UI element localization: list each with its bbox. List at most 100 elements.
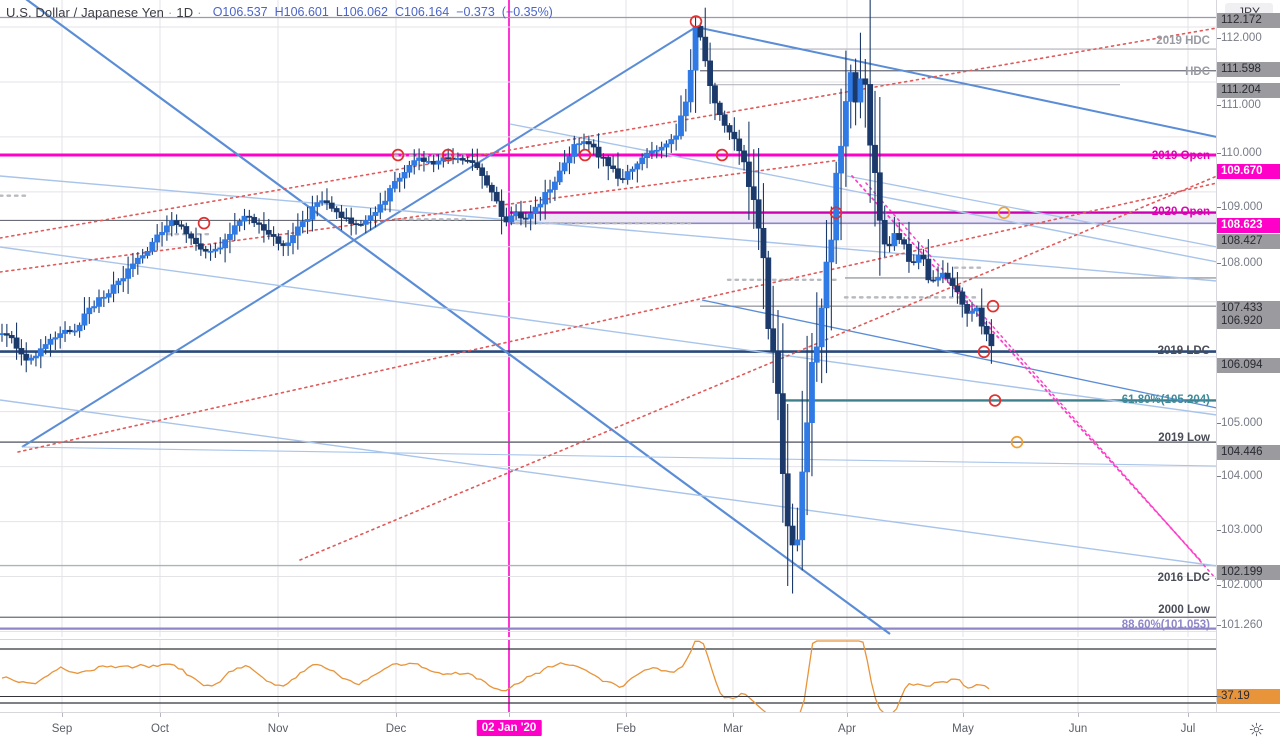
- time-axis-tick: [396, 713, 397, 717]
- price-axis-tick: [1217, 38, 1221, 39]
- candle-body: [241, 215, 248, 222]
- candle-body: [527, 213, 534, 219]
- price-axis-tick: [1217, 423, 1221, 424]
- trendline: [21, 26, 697, 448]
- time-axis-tick: [733, 713, 734, 717]
- candle-body: [411, 160, 418, 166]
- candle-body: [484, 175, 490, 186]
- candle-body: [784, 473, 791, 527]
- candle-body: [275, 236, 282, 244]
- candle-body: [251, 217, 258, 224]
- price-axis-tick: [1217, 530, 1221, 531]
- level-marker-circle: [829, 206, 843, 219]
- candle-body: [857, 78, 864, 103]
- candle-body: [435, 160, 442, 165]
- candle-body: [949, 278, 956, 286]
- gear-icon[interactable]: [1249, 722, 1264, 737]
- candle-body: [430, 160, 437, 165]
- candle-body: [789, 525, 796, 546]
- candle-body: [668, 139, 675, 145]
- candle-body: [387, 188, 393, 202]
- candle-body: [100, 296, 107, 299]
- chart-annotation-label: 88.60%(101.053): [1121, 619, 1210, 631]
- indicator-pane[interactable]: [0, 639, 1217, 714]
- candle-body: [561, 162, 568, 172]
- candle-body: [673, 135, 680, 140]
- candle-body: [930, 279, 937, 282]
- candle-body: [71, 330, 78, 333]
- candle-body: [712, 85, 718, 104]
- candle-body: [105, 293, 112, 298]
- candle-body: [207, 250, 214, 253]
- trendline: [851, 175, 1201, 561]
- candle-body: [566, 156, 573, 164]
- candle-body: [658, 146, 665, 151]
- time-axis-tick: [847, 713, 848, 717]
- time-axis[interactable]: Sep Oct Nov Dec 02 Jan '20 Feb Mar Apr May Jun Jul: [0, 712, 1280, 746]
- price-axis-label: 112.000: [1221, 32, 1262, 44]
- candle-body: [619, 178, 626, 180]
- trendline: [0, 27, 1217, 239]
- price-pane[interactable]: [0, 0, 1217, 637]
- trendline: [0, 246, 1217, 416]
- price-axis-tick: [1217, 585, 1221, 586]
- candle-body: [770, 328, 777, 352]
- price-axis-label: 102.000: [1221, 579, 1263, 591]
- candle-body: [969, 310, 975, 314]
- candle-body: [585, 141, 592, 145]
- candle-body: [464, 159, 471, 162]
- candle-body: [920, 254, 927, 260]
- candle-body: [755, 199, 762, 229]
- candle-body: [692, 25, 699, 71]
- candle-body: [823, 261, 830, 309]
- candle-body: [115, 280, 122, 286]
- candle-body: [474, 162, 481, 169]
- price-axis-label: 102.199: [1217, 565, 1280, 580]
- candle-body: [469, 160, 476, 163]
- price-axis-label: 106.094: [1217, 358, 1280, 373]
- candle-body: [648, 150, 655, 154]
- candle-body: [479, 167, 486, 176]
- candle-body: [615, 168, 621, 179]
- price-axis-label: 111.204: [1217, 83, 1280, 98]
- level-marker-circle: [715, 148, 729, 162]
- candle-body: [8, 335, 15, 339]
- candle-body: [765, 257, 772, 329]
- candle-body: [227, 234, 233, 240]
- candle-body: [23, 353, 30, 361]
- candle-body: [935, 276, 941, 281]
- candle-body: [212, 248, 219, 252]
- candle-body: [110, 284, 117, 294]
- candle-body: [290, 235, 296, 244]
- candle-body: [197, 243, 204, 250]
- candle-body: [944, 272, 951, 279]
- price-axis[interactable]: JPY 112.172 112.000 111.598 111.204 111.000 1…: [0, 0, 1280, 713]
- candlestick-series: [0, 0, 995, 594]
- price-chart-svg: [0, 0, 1217, 637]
- candle-body: [37, 348, 44, 357]
- candle-body: [731, 131, 738, 140]
- candle-body: [454, 158, 461, 160]
- candle-body: [750, 186, 757, 200]
- price-axis-label: 107.433: [1217, 301, 1280, 316]
- candle-body: [33, 355, 39, 359]
- candle-body: [139, 255, 146, 259]
- time-axis-label: May: [952, 723, 974, 735]
- price-axis-tick: [1217, 476, 1221, 477]
- candle-body: [445, 157, 452, 160]
- candle-body: [702, 36, 709, 62]
- chart-annotation-label: 2019 Open: [1151, 150, 1210, 162]
- candle-body: [154, 234, 161, 243]
- level-marker-circle: [986, 299, 1000, 313]
- indicator-baseline: [0, 696, 1217, 697]
- time-axis-tick: [278, 713, 279, 717]
- level-marker-circle: [197, 216, 211, 230]
- candle-body: [872, 144, 878, 173]
- candle-body: [28, 357, 34, 361]
- level-marker-circle: [391, 148, 405, 162]
- time-axis-label: Sep: [51, 723, 73, 735]
- time-axis-label: Apr: [838, 723, 856, 735]
- candle-body: [396, 177, 403, 182]
- candle-body: [551, 181, 558, 190]
- candle-body: [838, 145, 844, 174]
